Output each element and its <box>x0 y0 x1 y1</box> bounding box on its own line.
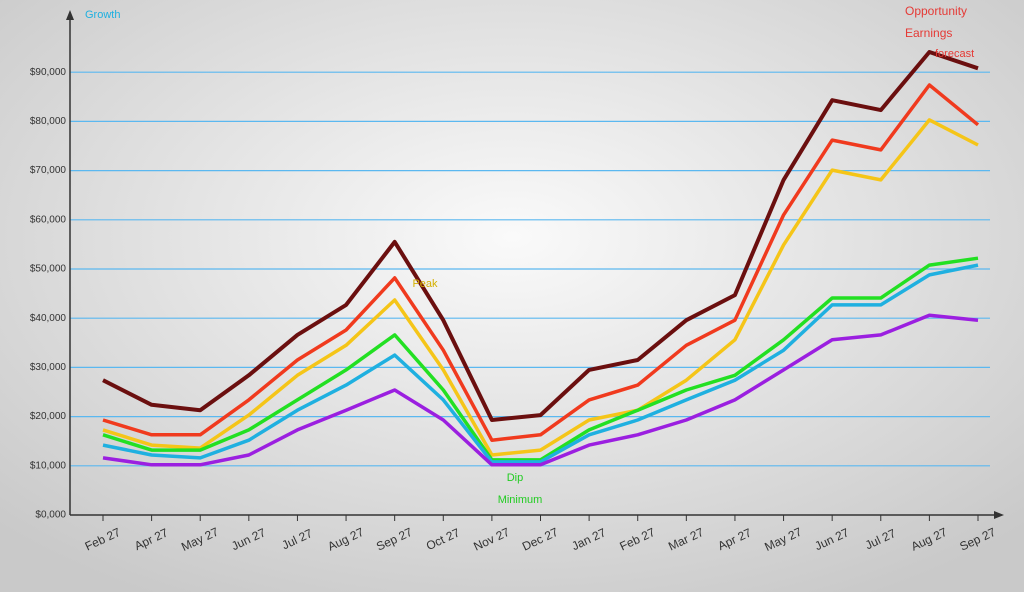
x-arrow <box>994 511 1004 519</box>
chart-title: Growth <box>85 9 120 21</box>
y-tick-label: $50,000 <box>30 264 67 275</box>
y-tick-label: $90,000 <box>30 67 67 78</box>
annotation: Opportunity <box>905 4 967 18</box>
y-arrow <box>66 10 74 20</box>
y-tick-label: $0,000 <box>35 510 66 521</box>
y-tick-label: $20,000 <box>30 411 67 422</box>
y-tick-label: $70,000 <box>30 165 67 176</box>
y-tick-label: $80,000 <box>30 116 67 127</box>
series-line <box>102 118 979 457</box>
y-tick-label: $60,000 <box>30 214 67 225</box>
series-line <box>102 83 980 442</box>
y-tick-label: $10,000 <box>30 460 67 471</box>
annotation: forecast <box>935 48 974 60</box>
plot: $0,000 $10,000 $20,000 $30,000 $40,000 $50,00… <box>30 50 998 554</box>
annotation: Dip <box>507 472 524 484</box>
series-line <box>102 263 979 464</box>
series-line <box>102 313 979 467</box>
annotation: Earnings <box>905 26 952 40</box>
annotation: Minimum <box>498 494 543 506</box>
y-tick-label: $30,000 <box>30 362 67 373</box>
series-line <box>102 50 979 422</box>
annotation: Peak <box>412 278 438 290</box>
y-tick-label: $40,000 <box>30 313 67 324</box>
